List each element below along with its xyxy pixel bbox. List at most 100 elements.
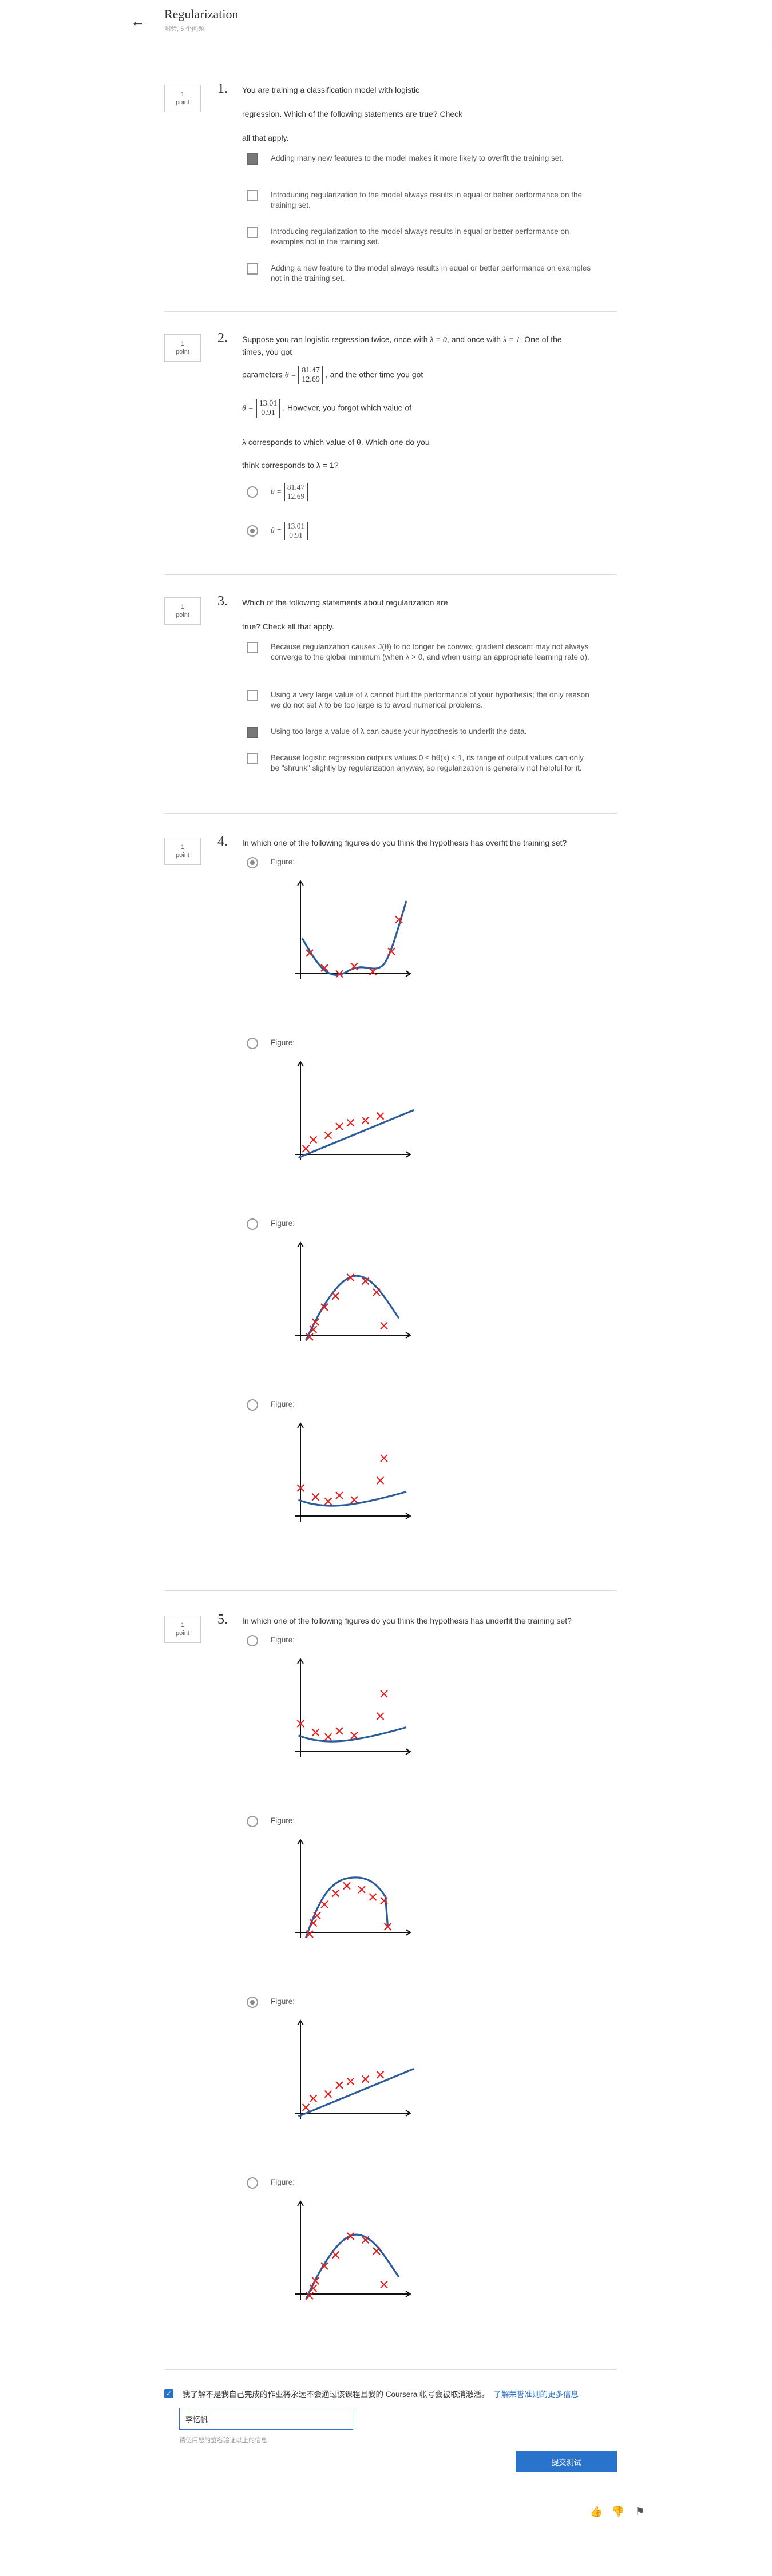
q2-option-1[interactable]: θ = 81.47 12.69 (247, 483, 308, 501)
q2-option-2-radio[interactable] (247, 525, 258, 537)
q2-option-1-radio[interactable] (247, 486, 258, 498)
q2-opt2-matrix-2: 0.91 (289, 531, 303, 539)
q3-option-3[interactable]: Using too large a value of λ can cause y… (247, 727, 591, 738)
x-axis-arrow (405, 2110, 411, 2117)
thumbs-up-icon[interactable]: 👍 (589, 2506, 603, 2517)
honor-code: ✓ 我了解不是我自己完成的作业将永远不会通过该课程且我的 Coursera 帐号… (164, 2388, 579, 2399)
q5-option-2[interactable]: Figure: (247, 1816, 591, 1827)
q5-option-2-radio[interactable] (247, 1816, 258, 1827)
q2-text-1: Suppose you ran logistic regression twic… (242, 333, 585, 347)
data-point (369, 1893, 377, 1901)
q1-points: 1 (180, 91, 185, 98)
arrow-left-icon[interactable]: ← (130, 13, 145, 30)
signature-input[interactable] (179, 2408, 353, 2430)
honor-checkbox[interactable]: ✓ (164, 2389, 173, 2398)
q2-forgot-text: . However, you forgot which value of (283, 403, 412, 412)
y-axis-arrow (297, 1061, 304, 1067)
q5-option-4-radio[interactable] (247, 2177, 258, 2189)
q3-option-2[interactable]: Using a very large value of λ cannot hur… (247, 690, 591, 711)
q1-option-4-checkbox[interactable] (247, 263, 258, 275)
q5-number: 5. (217, 1612, 228, 1627)
signature-hint: 请使用您的签名验证以上的信息 (179, 2437, 267, 2444)
data-point (320, 964, 328, 972)
q1-option-3-checkbox[interactable] (247, 227, 258, 238)
q2-lambda0: λ = 0 (430, 336, 447, 344)
y-axis-arrow (297, 1422, 304, 1428)
q3-point-box: 1 point (164, 597, 201, 625)
data-point (313, 1911, 321, 1920)
q1-text-3: all that apply. (242, 133, 289, 142)
q2-theta-a: θ = (284, 371, 296, 380)
honor-link[interactable]: 了解荣誉准则的更多信息 (493, 2390, 579, 2399)
q4-option-2-radio[interactable] (247, 1038, 258, 1049)
q5-option-1-radio[interactable] (247, 1635, 258, 1646)
data-point (358, 1886, 366, 1894)
q2-opt2-matrix-1: 13.01 (287, 522, 305, 530)
x-axis-arrow (405, 1929, 411, 1936)
q2-opt1-theta: θ = (271, 487, 282, 496)
x-axis-arrow (405, 970, 411, 977)
q1-option-2-text: Introducing regularization to the model … (271, 190, 583, 209)
data-point (387, 947, 395, 956)
q4-option-4[interactable]: Figure: (247, 1399, 591, 1411)
data-point (296, 1720, 305, 1728)
q3-option-2-checkbox[interactable] (247, 690, 258, 701)
q5-option-1[interactable]: Figure: (247, 1635, 591, 1646)
q2-matrix-b: 13.01 0.91 (255, 399, 281, 418)
q2-matrix-a: 81.47 12.69 (298, 366, 323, 384)
q4-figure-2 (295, 1061, 414, 1160)
submit-button[interactable]: 提交测试 (516, 2451, 617, 2472)
q5-text: In which one of the following figures do… (242, 1616, 572, 1625)
q5-option-4[interactable]: Figure: (247, 2177, 591, 2189)
data-point (309, 2284, 318, 2292)
data-point (296, 1484, 305, 1492)
hypothesis-curve (298, 1109, 414, 1159)
data-point (320, 1900, 328, 1908)
q5-option-3-radio[interactable] (247, 1997, 258, 2008)
q1-option-1[interactable]: Adding many new features to the model ma… (247, 153, 591, 165)
q1-option-1-text: Adding many new features to the model ma… (271, 154, 564, 162)
q4-option-1[interactable]: Figure: (247, 857, 591, 868)
data-point (309, 1919, 318, 1927)
q1-option-4[interactable]: Adding a new feature to the model always… (247, 263, 591, 284)
q4-point-box: 1 point (164, 838, 201, 865)
q1-option-2-checkbox[interactable] (247, 190, 258, 201)
q4-number: 4. (217, 834, 228, 849)
q4-figure-1 (295, 880, 411, 979)
q3-option-1[interactable]: Because regularization causes J(θ) to no… (247, 642, 591, 662)
data-point (361, 2075, 370, 2083)
q2-option-2[interactable]: θ = 13.01 0.91 (247, 522, 308, 540)
q3-text-2: true? Check all that apply. (242, 622, 334, 631)
q4-option-2[interactable]: Figure: (247, 1038, 591, 1049)
q2-text-1a: Suppose you ran logistic regression twic… (242, 335, 430, 344)
q3-option-4-checkbox[interactable] (247, 753, 258, 764)
q1-option-2[interactable]: Introducing regularization to the model … (247, 190, 591, 211)
q1-option-3[interactable]: Introducing regularization to the model … (247, 227, 591, 247)
data-point (380, 2280, 388, 2289)
q4-option-1-radio[interactable] (247, 857, 258, 868)
q3-option-4[interactable]: Because logistic regression outputs valu… (247, 753, 591, 773)
q5-option-3[interactable]: Figure: (247, 1997, 591, 2008)
q3-option-1-text: Because regularization causes J(θ) to no… (271, 642, 589, 661)
q1-text-2: regression. Which of the following state… (242, 109, 463, 118)
q3-option-1-checkbox[interactable] (247, 642, 258, 653)
q3-option-2-text: Using a very large value of λ cannot hur… (271, 690, 589, 709)
q4-option-3[interactable]: Figure: (247, 1218, 591, 1230)
data-point (335, 970, 343, 978)
data-point (324, 2090, 332, 2098)
data-point (335, 1491, 343, 1499)
q2-opt2-theta: θ = (271, 526, 282, 535)
q1-option-1-checkbox[interactable] (247, 153, 258, 165)
thumbs-down-icon[interactable]: 👎 (611, 2506, 625, 2517)
q4-option-3-radio[interactable] (247, 1218, 258, 1230)
q3-option-3-checkbox[interactable] (247, 727, 258, 738)
q5-option-4-label: Figure: (271, 2178, 295, 2186)
data-point (306, 1333, 314, 1341)
flag-icon[interactable]: ⚑ (635, 2506, 645, 2517)
data-point (343, 1882, 351, 1890)
q2-option-1-math: θ = 81.47 12.69 (271, 483, 308, 501)
separator (164, 574, 617, 575)
q5-figure-1 (295, 1658, 411, 1757)
q4-option-4-radio[interactable] (247, 1399, 258, 1411)
q1-points-label: point (176, 99, 189, 106)
